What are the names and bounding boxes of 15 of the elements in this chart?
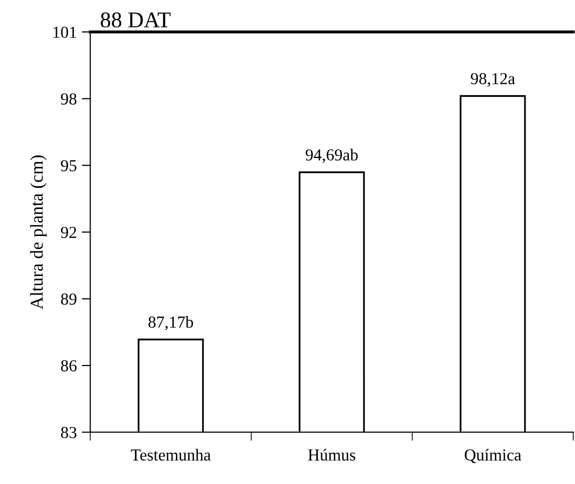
y-tick-label: 98 <box>60 93 76 105</box>
y-tick-label: 95 <box>60 160 76 172</box>
x-tick-label: Química <box>464 448 522 464</box>
y-axis-title: Altura de planta (cm) <box>30 155 47 310</box>
y-tick-label: 86 <box>61 360 77 372</box>
data-label: 94,69ab <box>306 148 358 163</box>
chart-title: 88 DAT <box>100 12 171 28</box>
y-tick-label: 92 <box>60 226 76 238</box>
y-tick-label: 89 <box>61 293 76 305</box>
data-label: 87,17b <box>148 316 194 330</box>
data-label: 98,12a <box>470 73 515 87</box>
y-tick-label: 101 <box>54 26 76 38</box>
y-tick-label: 83 <box>61 426 76 438</box>
x-tick-label: Húmus <box>308 448 356 461</box>
x-tick-label: Testemunha <box>130 448 211 461</box>
